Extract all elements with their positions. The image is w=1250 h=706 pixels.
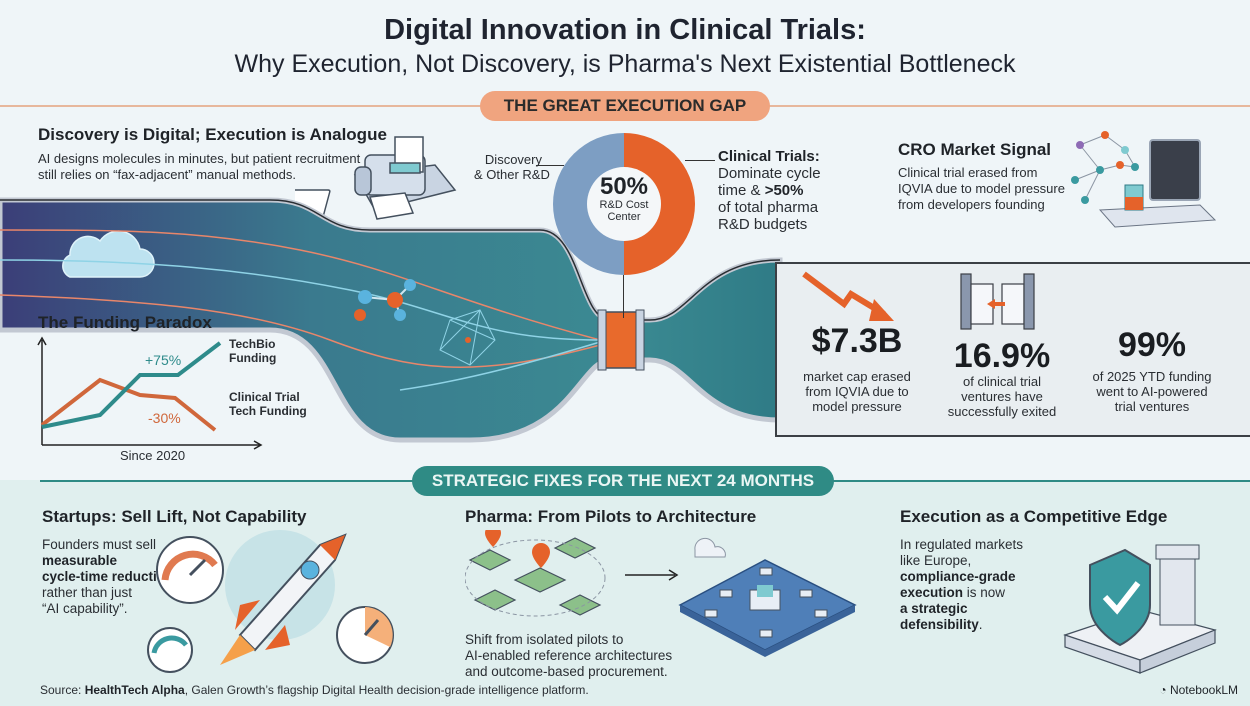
stat-desc-market-cap: market cap erased from IQVIA due to model … [803, 369, 911, 414]
trending-down-arrow-icon [802, 271, 894, 321]
page-subtitle: Why Execution, Not Discovery, is Pharma'… [234, 50, 1016, 78]
fix-startups-body: Founders must sell measurable cycle-time… [42, 537, 174, 616]
fix-pharma-heading: Pharma: From Pilots to Architecture [465, 507, 757, 526]
stat-desc-exits: of clinical trial ventures have successful… [947, 374, 1057, 419]
funding-xaxis-label: Since 2020 [120, 448, 186, 463]
funding-paradox-heading: The Funding Paradox [38, 313, 212, 332]
section-label-strategic-fixes: STRATEGIC FIXES FOR THE NEXT 24 MONTHS [412, 466, 834, 496]
cro-heading: CRO Market Signal [898, 140, 1052, 159]
fix-pharma-body: Shift from isolated pilots to AI-enabled… [465, 632, 673, 679]
notebooklm-logo-icon: ◔ [1159, 683, 1167, 697]
fax-machine-icon [295, 136, 457, 221]
funding-paradox-line-chart [37, 336, 263, 450]
stats-panel: $7.3B market cap erased from IQVIA due to… [775, 262, 1250, 437]
donut-center-value: 50% [599, 173, 649, 200]
shield-castle-icon [1063, 544, 1217, 674]
donut-center-label-1: R&D Cost [599, 199, 649, 211]
discovery-body-2: still relies on “fax-adjacent” manual me… [38, 167, 296, 182]
discovery-body-1: AI designs molecules in minutes, but pat… [38, 151, 361, 166]
clinical-annotation: -30% [148, 410, 181, 426]
page-title: Digital Innovation in Clinical Trials: [384, 14, 866, 46]
donut-center-label-2: Center [607, 211, 641, 223]
leader-line [685, 160, 715, 161]
clinical-trials-callout: Clinical Trials: Dominate cycle time & >… [718, 148, 821, 233]
fix-startups-heading: Startups: Sell Lift, Not Capability [42, 507, 307, 526]
ai-laptop-network-icon [1071, 131, 1217, 228]
cro-body-1: Clinical trial erased from [898, 165, 1038, 180]
techbio-legend: TechBio Funding [229, 337, 277, 365]
cro-body-3: from developers founding [898, 197, 1045, 212]
donut-legend-discovery-line2: & Other R&D [474, 167, 550, 182]
notebooklm-brand: ◔ NotebookLM [1159, 683, 1238, 697]
fix-execution-body: In regulated markets like Europe, compli… [900, 537, 1024, 632]
fix-execution-heading: Execution as a Competitive Edge [900, 507, 1168, 526]
pilots-to-architecture-icon [465, 530, 857, 657]
closing-gate-icon [960, 273, 1035, 330]
donut-legend-discovery: Discovery [484, 152, 542, 167]
source-footnote: Source: HealthTech Alpha, Galen Growth’s… [40, 683, 589, 697]
section-label-execution-gap: THE GREAT EXECUTION GAP [480, 91, 770, 121]
discovery-heading: Discovery is Digital; Execution is Analo… [38, 125, 387, 144]
rd-cost-donut-chart: 50% R&D Cost Center [553, 133, 695, 275]
rocket-speed-icon [147, 530, 394, 673]
leader-line [536, 165, 564, 166]
donut-center: 50% R&D Cost Center [587, 167, 661, 241]
stat-desc-ai-funding: of 2025 YTD funding went to AI-powered tri… [1092, 369, 1212, 414]
leader-line [623, 273, 624, 318]
clinical-legend: Clinical Trial Tech Funding [229, 390, 307, 418]
stat-value-exits: 16.9% [953, 337, 1051, 375]
stat-value-ai-funding: 99% [1117, 326, 1187, 364]
digital-to-analogue-pipe-illustration [0, 197, 783, 443]
cro-body-2: IQVIA due to model pressure [898, 181, 1065, 196]
techbio-annotation: +75% [145, 352, 182, 368]
stat-value-market-cap: $7.3B [811, 322, 903, 360]
